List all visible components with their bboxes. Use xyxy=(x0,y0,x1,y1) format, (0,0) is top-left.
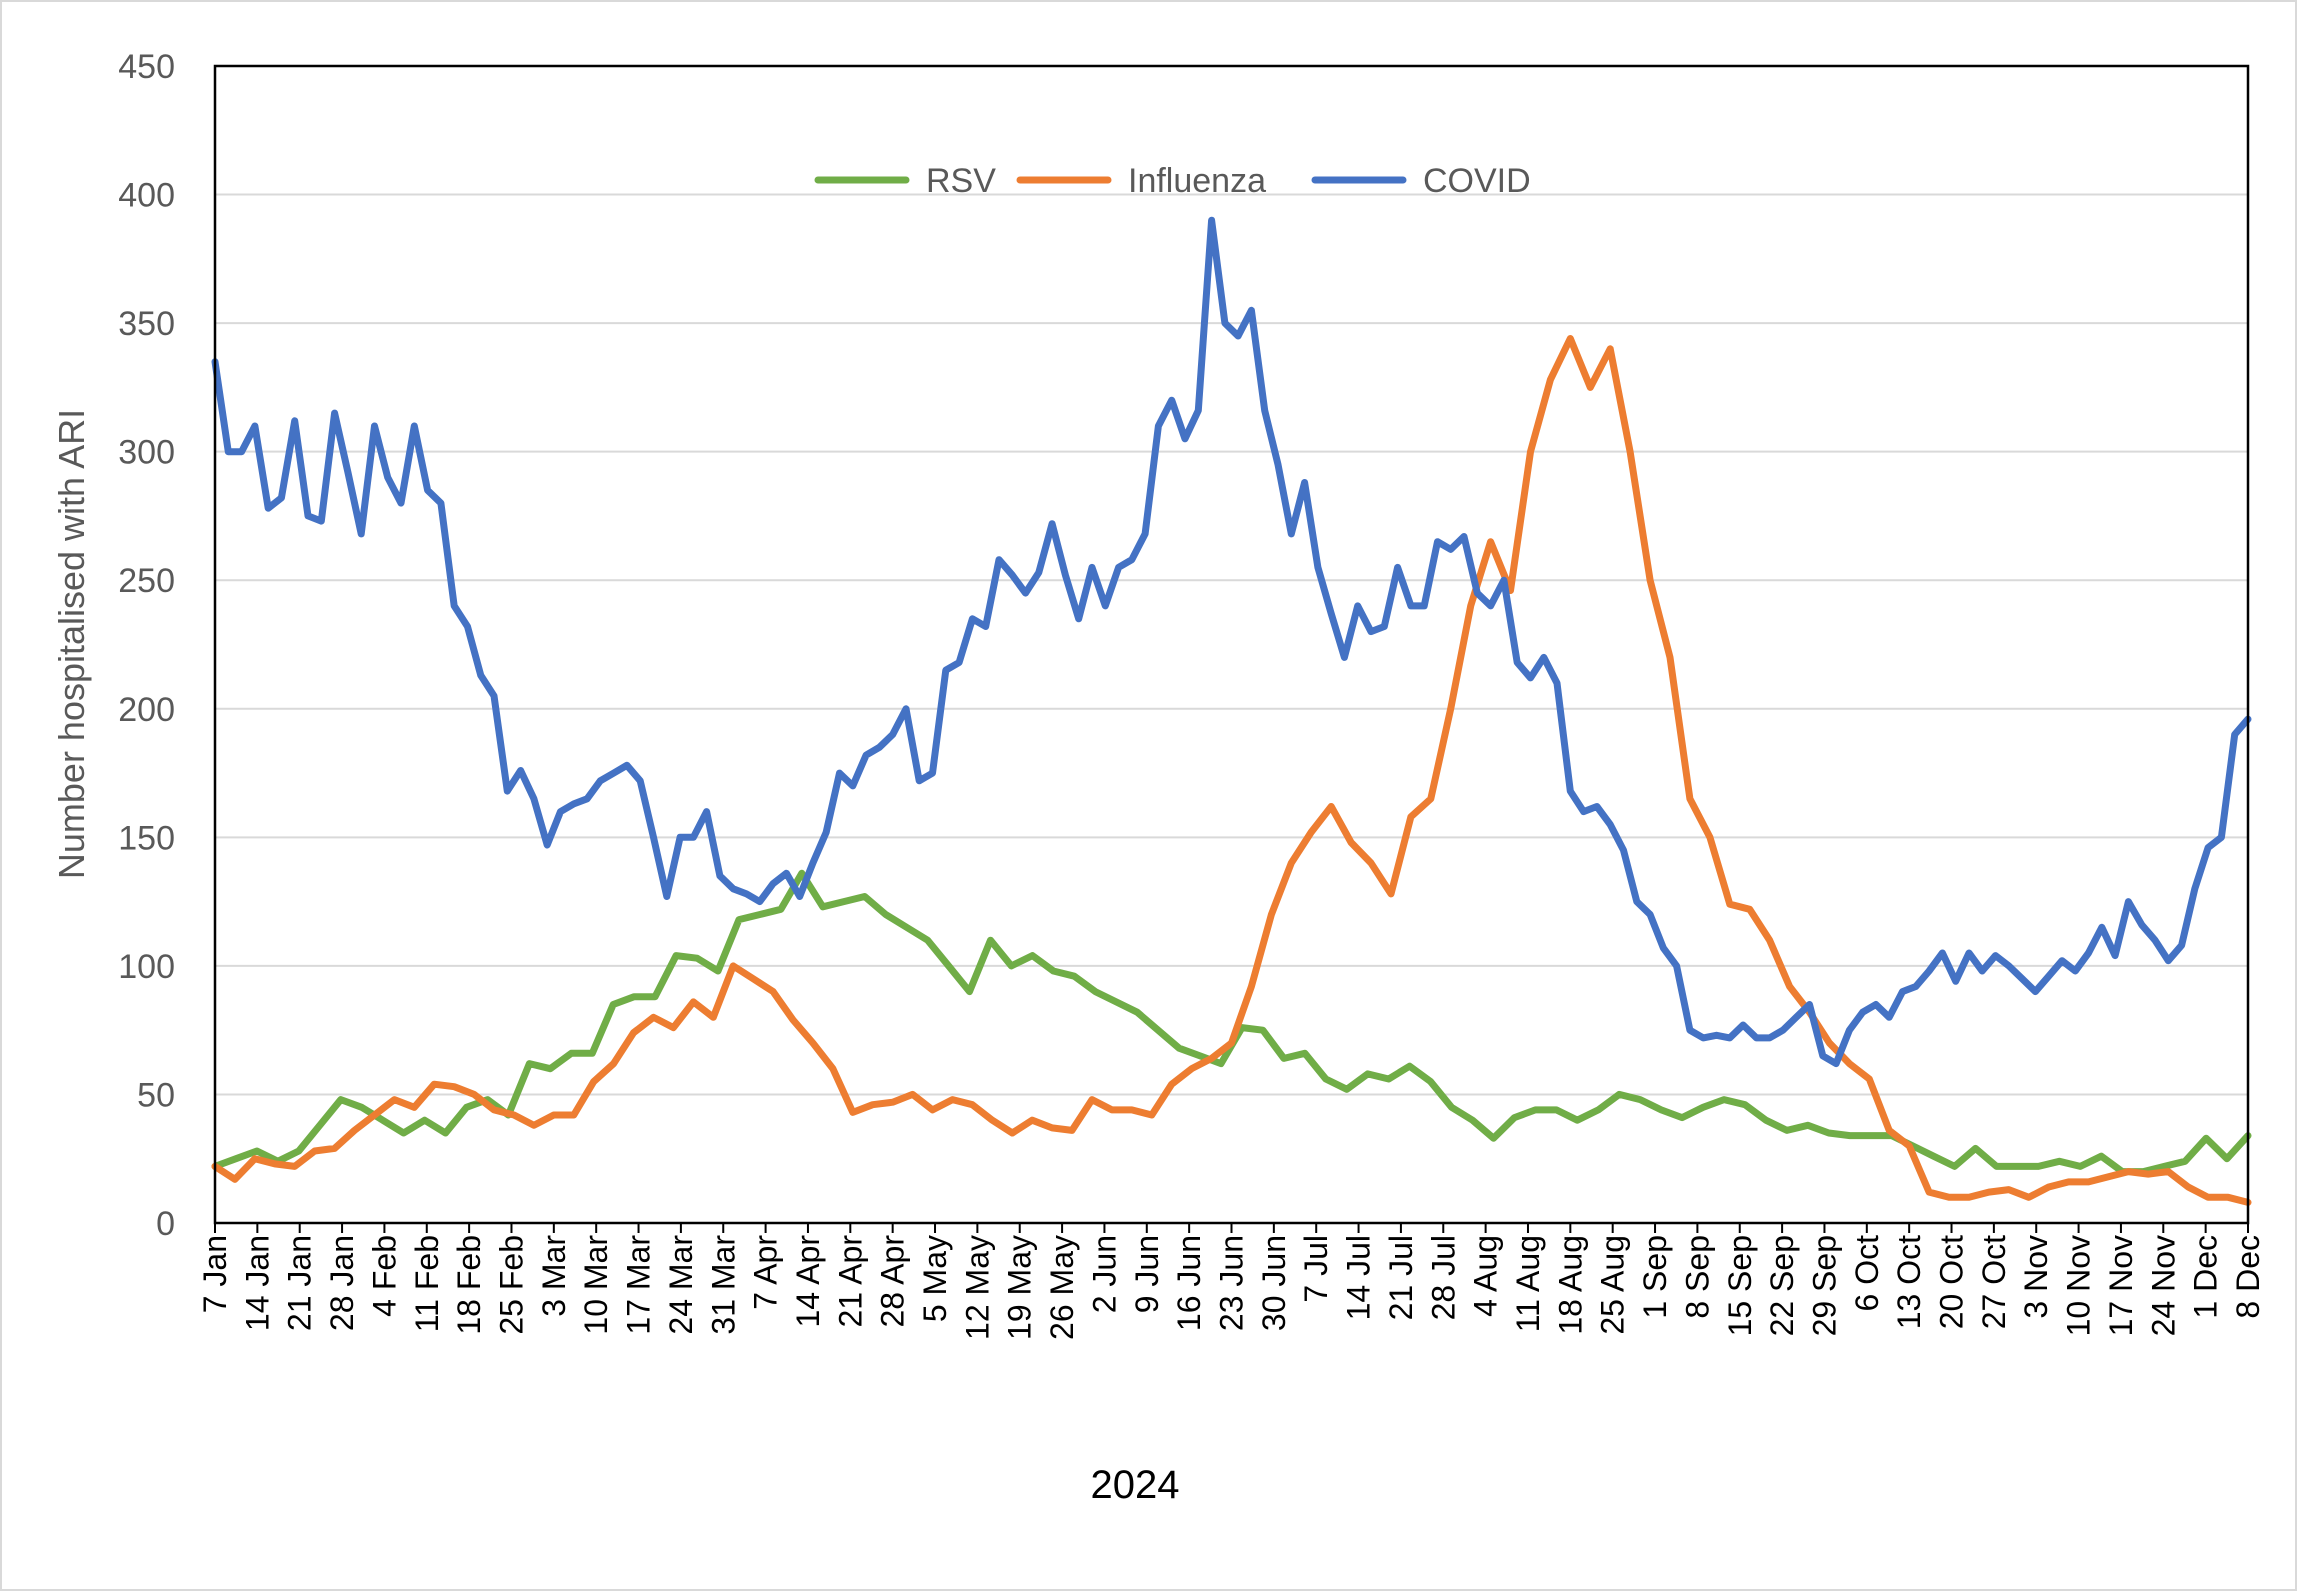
x-tick-label: 7 Jan xyxy=(197,1235,233,1313)
y-tick-label: 0 xyxy=(156,1205,175,1243)
x-tick-label: 28 Jan xyxy=(324,1235,360,1331)
x-tick-label: 13 Oct xyxy=(1891,1235,1927,1329)
y-axis-title: Number hospitalised with ARI xyxy=(51,409,92,879)
x-tick-label: 18 Aug xyxy=(1552,1235,1588,1335)
x-tick-label: 4 Aug xyxy=(1468,1235,1504,1317)
y-tick-label: 400 xyxy=(118,177,175,215)
legend-label: COVID xyxy=(1423,162,1531,200)
x-tick-label: 31 Mar xyxy=(705,1235,741,1335)
y-tick-label: 450 xyxy=(118,48,175,86)
series-group xyxy=(211,216,2252,1206)
x-tick-label: 3 Mar xyxy=(536,1235,572,1317)
x-tick-label: 26 May xyxy=(1044,1235,1080,1340)
y-tick-label: 100 xyxy=(118,948,175,986)
x-tick-label: 17 Nov xyxy=(2103,1235,2139,1336)
x-tick-label: 1 Dec xyxy=(2188,1235,2224,1319)
legend-label: Influenza xyxy=(1128,162,1266,200)
legend-label: RSV xyxy=(926,162,996,200)
x-axis-title: 2024 xyxy=(1091,1463,1180,1507)
legend: RSV Influenza COVID xyxy=(814,162,1531,200)
x-tick-label: 14 Jan xyxy=(239,1235,275,1331)
x-tick-label: 14 Apr xyxy=(790,1235,826,1328)
series-line-influenza xyxy=(211,335,2252,1206)
x-tick-label: 8 Sep xyxy=(1679,1235,1715,1319)
x-tick-label: 11 Feb xyxy=(409,1235,445,1332)
x-tick-label: 7 Jul xyxy=(1298,1235,1334,1303)
x-tick-label: 16 Jun xyxy=(1171,1235,1207,1331)
x-tick-label: 15 Sep xyxy=(1722,1235,1758,1336)
x-tick-label: 14 Jul xyxy=(1341,1235,1377,1320)
y-tick-label: 200 xyxy=(118,691,175,729)
x-tick-label: 27 Oct xyxy=(1976,1235,2012,1329)
x-tick-label: 24 Mar xyxy=(663,1235,699,1335)
x-tick-label: 6 Oct xyxy=(1849,1235,1885,1312)
y-tick-label: 50 xyxy=(137,1076,175,1114)
y-tick-label: 150 xyxy=(118,819,175,857)
x-tick-label: 28 Apr xyxy=(875,1235,911,1328)
x-tick-label: 7 Apr xyxy=(748,1235,784,1310)
x-tick-label: 24 Nov xyxy=(2145,1235,2181,1336)
y-tick-label: 300 xyxy=(118,434,175,472)
series-line-covid xyxy=(211,216,2252,1068)
x-tick-label: 17 Mar xyxy=(621,1235,657,1335)
x-tick-label: 18 Feb xyxy=(451,1235,487,1335)
x-tick-label: 19 May xyxy=(1002,1235,1038,1340)
x-tick-label: 9 Jun xyxy=(1129,1235,1165,1313)
x-tick-label: 29 Sep xyxy=(1806,1235,1842,1336)
x-tick-label: 4 Feb xyxy=(366,1235,402,1317)
x-tick-label: 2 Jun xyxy=(1086,1235,1122,1313)
x-tick-label: 3 Nov xyxy=(2018,1235,2054,1319)
x-tick-label: 12 May xyxy=(959,1235,995,1340)
x-tick-label: 10 Mar xyxy=(578,1235,614,1335)
y-tick-label: 250 xyxy=(118,562,175,600)
x-tick-label: 21 Apr xyxy=(832,1235,868,1328)
x-tick-label: 8 Dec xyxy=(2230,1235,2266,1319)
x-tick-label: 25 Aug xyxy=(1595,1235,1631,1335)
x-tick-label: 22 Sep xyxy=(1764,1235,1800,1336)
y-tick-label: 350 xyxy=(118,305,175,343)
y-tick-labels: 0 50 100 150 200 250 300 350 400 450 xyxy=(118,48,175,1243)
x-tick-label: 23 Jun xyxy=(1214,1235,1250,1331)
x-tick-label: 5 May xyxy=(917,1235,953,1322)
x-tick-labels: 7 Jan 14 Jan 21 Jan 28 Jan 4 Feb 11 Feb 18 Feb… xyxy=(197,1223,2266,1340)
x-tick-label: 25 Feb xyxy=(493,1235,529,1335)
x-tick-label: 28 Jul xyxy=(1425,1235,1461,1320)
x-tick-label: 10 Nov xyxy=(2061,1235,2097,1336)
x-tick-label: 21 Jul xyxy=(1383,1235,1419,1320)
x-tick-label: 11 Aug xyxy=(1510,1235,1546,1332)
x-tick-label: 30 Jun xyxy=(1256,1235,1292,1331)
x-tick-label: 1 Sep xyxy=(1637,1235,1673,1319)
x-tick-label: 20 Oct xyxy=(1934,1235,1970,1329)
x-tick-label: 21 Jan xyxy=(282,1235,318,1331)
